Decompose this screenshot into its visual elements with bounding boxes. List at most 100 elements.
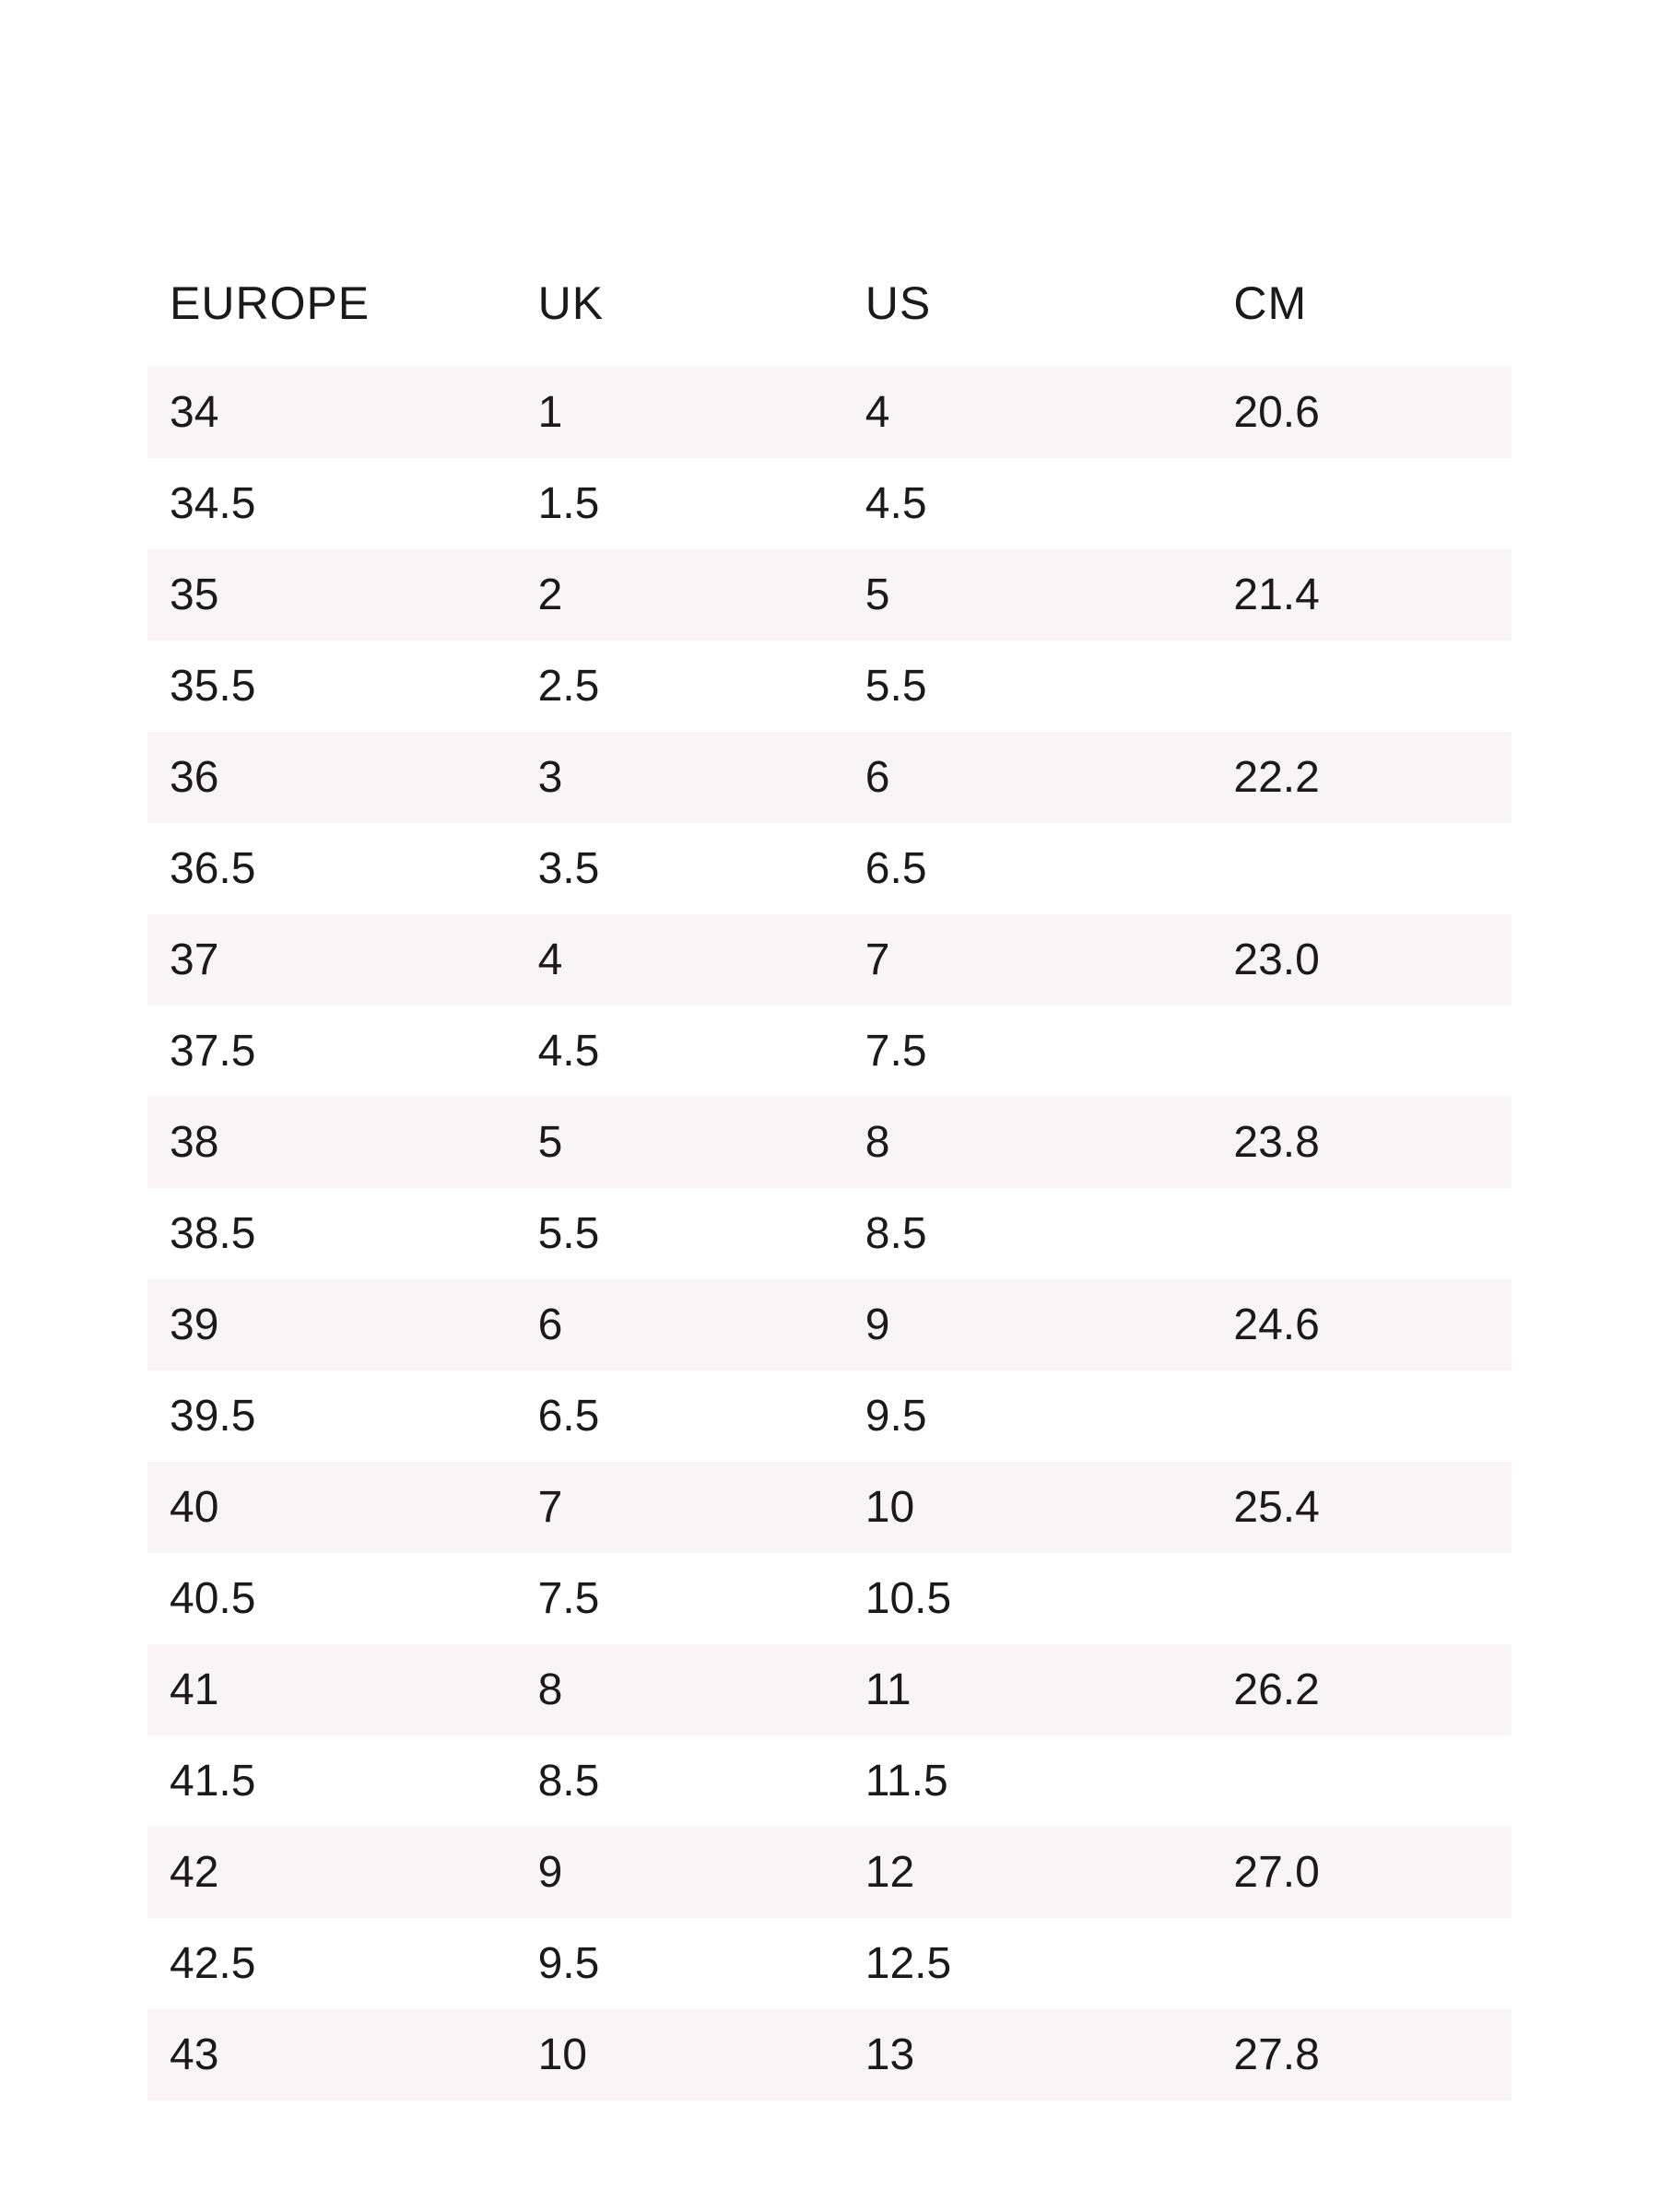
table-cell: 13 (843, 2009, 1212, 2100)
table-row: 42.59.512.5 (147, 1918, 1512, 2009)
table-row: 396924.6 (147, 1279, 1512, 1371)
table-cell: 5 (843, 549, 1212, 641)
table-cell: 42.5 (147, 1918, 516, 2009)
table-body: 341420.634.51.54.5352521.435.52.55.53636… (147, 367, 1512, 2100)
table-row: 37.54.57.5 (147, 1006, 1512, 1097)
table-row: 43101327.8 (147, 2009, 1512, 2100)
table-cell: 3 (516, 732, 843, 823)
table-cell: 35 (147, 549, 516, 641)
table-cell: 43 (147, 2009, 516, 2100)
table-row: 35.52.55.5 (147, 641, 1512, 732)
table-row: 385823.8 (147, 1097, 1512, 1188)
table-cell: 35.5 (147, 641, 516, 732)
size-chart-table: EUROPE UK US CM 341420.634.51.54.5352521… (147, 258, 1512, 2100)
table-cell: 27.0 (1211, 1827, 1512, 1918)
table-cell: 2 (516, 549, 843, 641)
table-row: 34.51.54.5 (147, 458, 1512, 549)
table-cell: 6.5 (843, 823, 1212, 914)
table-cell: 23.8 (1211, 1097, 1512, 1188)
table-cell: 3.5 (516, 823, 843, 914)
table-cell: 1 (516, 367, 843, 458)
table-cell: 9 (843, 1279, 1212, 1371)
table-cell (1211, 458, 1512, 549)
table-cell: 39.5 (147, 1371, 516, 1462)
col-header-uk: UK (516, 258, 843, 367)
table-cell: 6.5 (516, 1371, 843, 1462)
table-row: 4071025.4 (147, 1462, 1512, 1553)
table-cell: 37 (147, 914, 516, 1006)
table-header-row: EUROPE UK US CM (147, 258, 1512, 367)
table-cell: 4 (516, 914, 843, 1006)
table-row: 39.56.59.5 (147, 1371, 1512, 1462)
table-cell (1211, 1371, 1512, 1462)
table-cell: 4.5 (843, 458, 1212, 549)
table-cell: 12 (843, 1827, 1212, 1918)
table-row: 36.53.56.5 (147, 823, 1512, 914)
table-cell: 8 (516, 1644, 843, 1735)
table-row: 4291227.0 (147, 1827, 1512, 1918)
table-cell (1211, 1918, 1512, 2009)
table-cell: 40 (147, 1462, 516, 1553)
table-cell (1211, 1553, 1512, 1644)
table-cell: 4.5 (516, 1006, 843, 1097)
table-cell: 8.5 (516, 1735, 843, 1827)
table-cell: 34 (147, 367, 516, 458)
table-row: 38.55.58.5 (147, 1188, 1512, 1279)
table-cell: 38 (147, 1097, 516, 1188)
table-cell: 36.5 (147, 823, 516, 914)
table-cell: 5.5 (516, 1188, 843, 1279)
col-header-us: US (843, 258, 1212, 367)
table-cell (1211, 1735, 1512, 1827)
table-cell: 10.5 (843, 1553, 1212, 1644)
table-cell: 7.5 (843, 1006, 1212, 1097)
table-cell: 6 (843, 732, 1212, 823)
table-row: 374723.0 (147, 914, 1512, 1006)
table-cell (1211, 823, 1512, 914)
table-cell: 6 (516, 1279, 843, 1371)
table-cell: 24.6 (1211, 1279, 1512, 1371)
table-row: 41.58.511.5 (147, 1735, 1512, 1827)
table-cell: 25.4 (1211, 1462, 1512, 1553)
table-cell: 26.2 (1211, 1644, 1512, 1735)
table-cell: 34.5 (147, 458, 516, 549)
table-cell: 5 (516, 1097, 843, 1188)
table-cell: 20.6 (1211, 367, 1512, 458)
table-cell (1211, 1188, 1512, 1279)
table-cell: 8.5 (843, 1188, 1212, 1279)
table-cell: 11 (843, 1644, 1212, 1735)
table-row: 4181126.2 (147, 1644, 1512, 1735)
table-row: 40.57.510.5 (147, 1553, 1512, 1644)
table-cell (1211, 641, 1512, 732)
table-cell: 7.5 (516, 1553, 843, 1644)
table-cell: 12.5 (843, 1918, 1212, 2009)
table-cell: 41.5 (147, 1735, 516, 1827)
table-cell: 2.5 (516, 641, 843, 732)
table-cell: 9 (516, 1827, 843, 1918)
table-cell: 1.5 (516, 458, 843, 549)
table-cell: 39 (147, 1279, 516, 1371)
table-cell: 9.5 (843, 1371, 1212, 1462)
table-cell: 10 (516, 2009, 843, 2100)
table-cell: 4 (843, 367, 1212, 458)
col-header-europe: EUROPE (147, 258, 516, 367)
table-row: 363622.2 (147, 732, 1512, 823)
table-cell: 37.5 (147, 1006, 516, 1097)
table-cell: 7 (516, 1462, 843, 1553)
table-cell: 5.5 (843, 641, 1212, 732)
table-cell (1211, 1006, 1512, 1097)
table-cell: 36 (147, 732, 516, 823)
table-cell: 40.5 (147, 1553, 516, 1644)
table-cell: 9.5 (516, 1918, 843, 2009)
table-cell: 42 (147, 1827, 516, 1918)
table-cell: 8 (843, 1097, 1212, 1188)
table-row: 352521.4 (147, 549, 1512, 641)
table-cell: 21.4 (1211, 549, 1512, 641)
table-cell: 27.8 (1211, 2009, 1512, 2100)
table-row: 341420.6 (147, 367, 1512, 458)
table-cell: 41 (147, 1644, 516, 1735)
table-cell: 7 (843, 914, 1212, 1006)
table-cell: 11.5 (843, 1735, 1212, 1827)
size-chart-page: EUROPE UK US CM 341420.634.51.54.5352521… (0, 0, 1659, 2212)
col-header-cm: CM (1211, 258, 1512, 367)
table-cell: 10 (843, 1462, 1212, 1553)
